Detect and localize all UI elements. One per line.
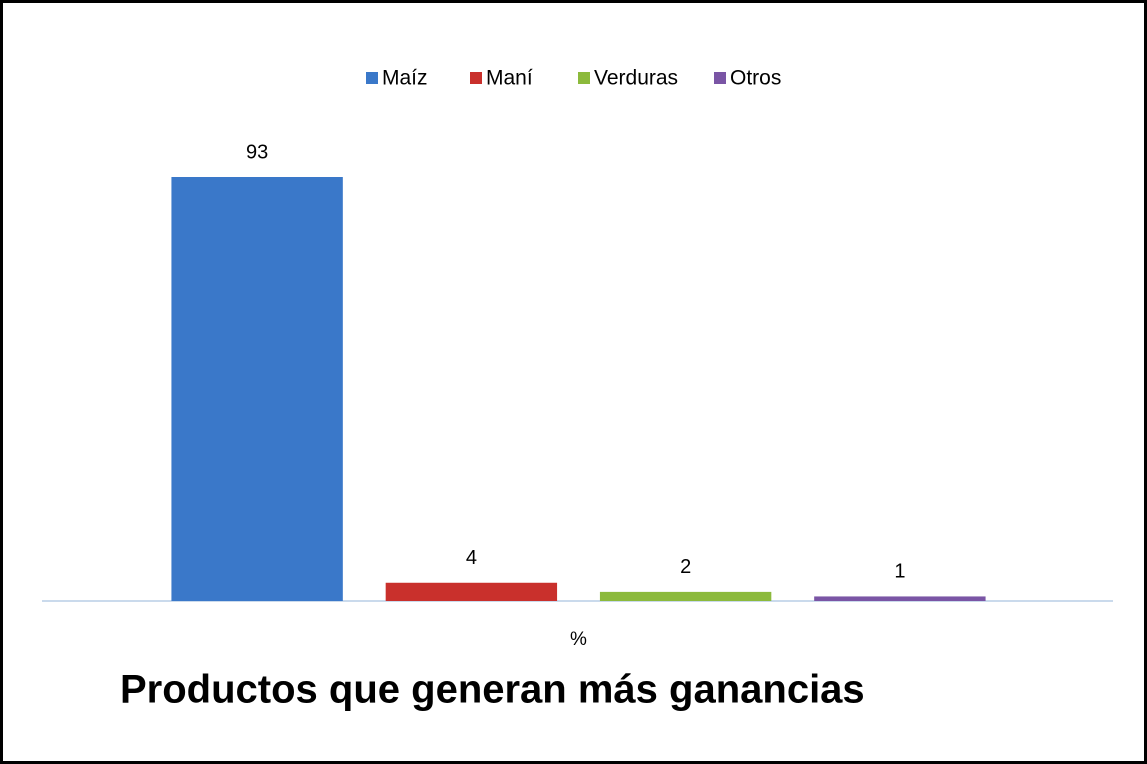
legend-swatch [366,72,378,84]
legend-label: Maíz [382,67,428,90]
bar [814,596,986,601]
data-label: 93 [246,141,268,163]
legend-swatch [714,72,726,84]
legend-label: Otros [730,67,781,90]
x-tick-label: % [570,629,587,650]
legend-label: Maní [486,67,533,90]
legend-label: Verduras [594,67,678,90]
chart-title: Productos que generan más ganancias [120,668,865,712]
bar [599,591,772,601]
legend-swatch [578,72,590,84]
data-label: 4 [466,547,477,569]
legend-swatch [470,72,482,84]
data-label: 2 [680,556,691,578]
data-label: 1 [894,561,905,583]
bar [171,177,343,601]
bar [385,582,558,601]
